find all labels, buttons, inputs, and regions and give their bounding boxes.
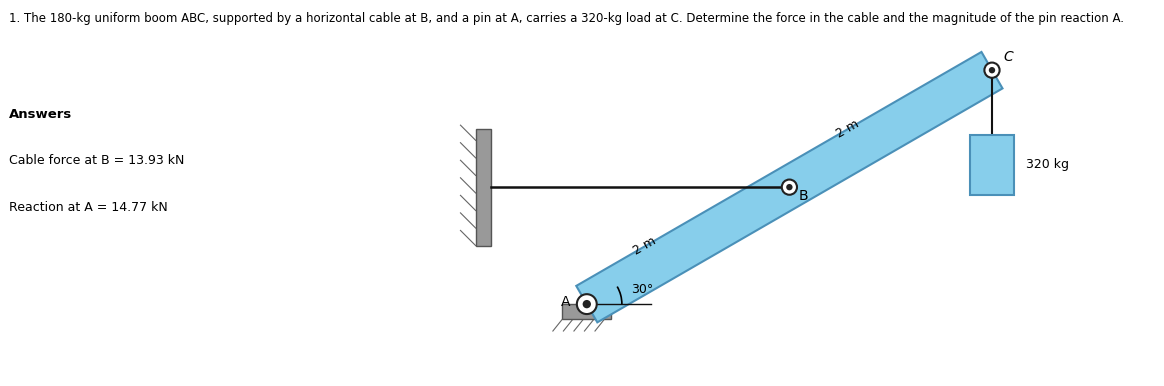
Polygon shape [576, 52, 1002, 322]
Text: Cable force at B = 13.93 kN: Cable force at B = 13.93 kN [9, 154, 185, 168]
Circle shape [577, 294, 597, 314]
Text: 30°: 30° [631, 283, 653, 296]
Circle shape [985, 63, 1000, 78]
Text: 2 m: 2 m [833, 117, 861, 141]
Circle shape [786, 184, 793, 190]
Text: C: C [1003, 50, 1014, 64]
Bar [970, 134, 1014, 195]
Circle shape [782, 179, 797, 195]
Text: Answers: Answers [9, 108, 72, 121]
Text: 320 kg: 320 kg [1025, 158, 1069, 171]
Text: A: A [561, 295, 570, 309]
Text: 1. The 180-kg uniform boom ABC, supported by a horizontal cable at B, and a pin : 1. The 180-kg uniform boom ABC, supporte… [9, 12, 1124, 25]
Text: Reaction at A = 14.77 kN: Reaction at A = 14.77 kN [9, 201, 168, 214]
Bar [476, 129, 491, 245]
Circle shape [988, 67, 995, 73]
Bar [562, 304, 611, 319]
Text: B: B [799, 190, 808, 203]
Circle shape [583, 300, 591, 308]
Text: 2 m: 2 m [631, 234, 659, 257]
